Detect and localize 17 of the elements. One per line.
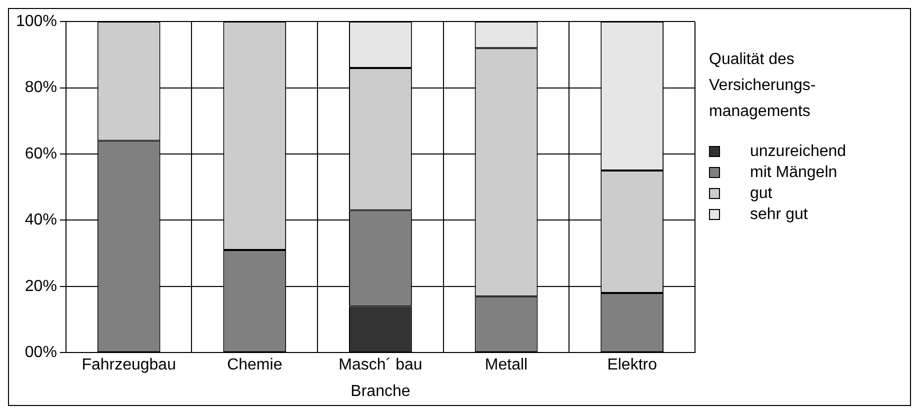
y-tick-label: 100% xyxy=(16,13,57,30)
y-tick-label: 60% xyxy=(24,145,57,162)
legend-label: unzureichend xyxy=(750,142,846,160)
legend-label: sehr gut xyxy=(750,206,808,224)
legend-label: mit Mängeln xyxy=(750,164,838,182)
x-tick-label: Fahrzeugbau xyxy=(82,356,176,374)
y-tick-label: 00% xyxy=(24,344,57,362)
x-tick-label: Elektro xyxy=(607,356,658,374)
legend-title: Qualität des Versicherungs-managements xyxy=(709,50,817,122)
x-tick-label: Masch´ bau xyxy=(338,356,422,374)
legend-label: gut xyxy=(750,184,772,202)
x-axis-title: Branche xyxy=(350,382,410,400)
y-tick-label: 40% xyxy=(24,212,57,229)
x-tick-label: Chemie xyxy=(227,356,282,374)
y-tick-label: 80% xyxy=(24,79,57,96)
y-tick-label: 20% xyxy=(24,278,57,295)
x-tick-label: Metall xyxy=(484,356,528,374)
